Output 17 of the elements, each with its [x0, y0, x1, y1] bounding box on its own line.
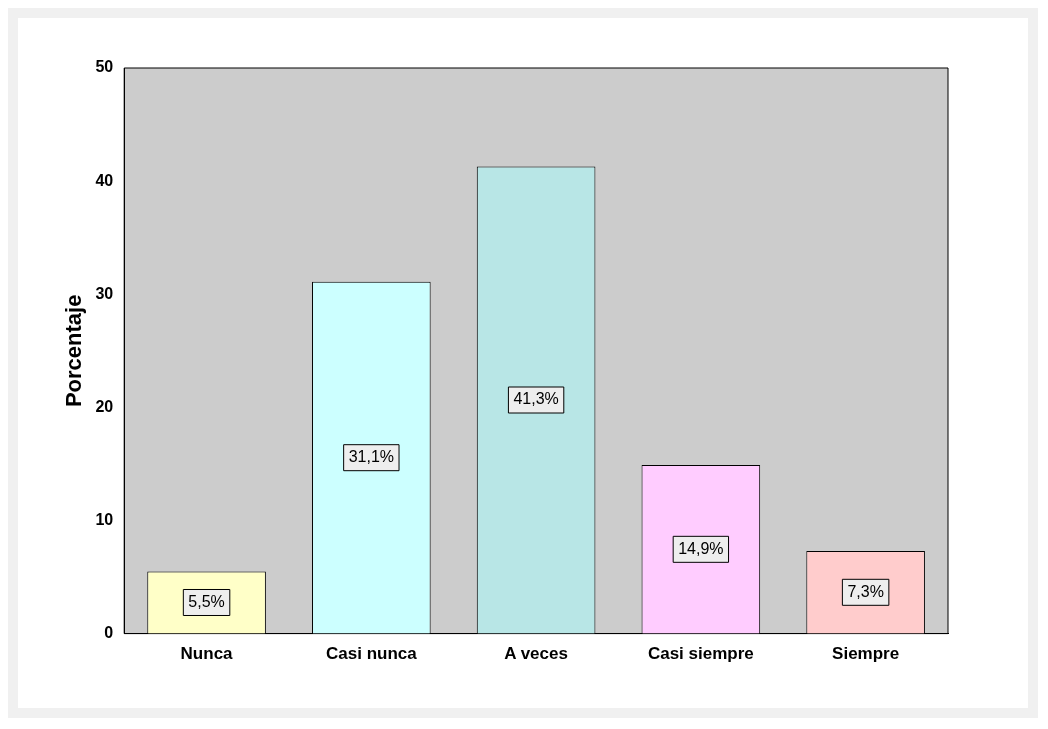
y-axis-title: Porcentaje [61, 294, 87, 408]
x-tick-label: Nunca [180, 644, 234, 664]
data-label: 14,9% [678, 539, 724, 557]
y-tick-label: 0 [104, 624, 114, 642]
y-tick-label: 40 [95, 171, 114, 189]
x-tick-label: Casi siempre [647, 644, 754, 664]
data-label: 5,5% [188, 592, 225, 610]
data-label: 41,3% [513, 390, 559, 408]
y-tick-label: 30 [95, 284, 114, 302]
y-tick-label: 10 [95, 510, 114, 528]
data-label: 7,3% [847, 582, 884, 600]
x-tick-label: Casi nunca [325, 644, 418, 664]
y-tick-label: 20 [95, 397, 114, 415]
data-label: 31,1% [348, 448, 395, 466]
y-tick-label: 50 [95, 58, 114, 76]
x-tick-label: A veces [504, 644, 568, 664]
x-tick-label: Siempre [832, 644, 900, 664]
